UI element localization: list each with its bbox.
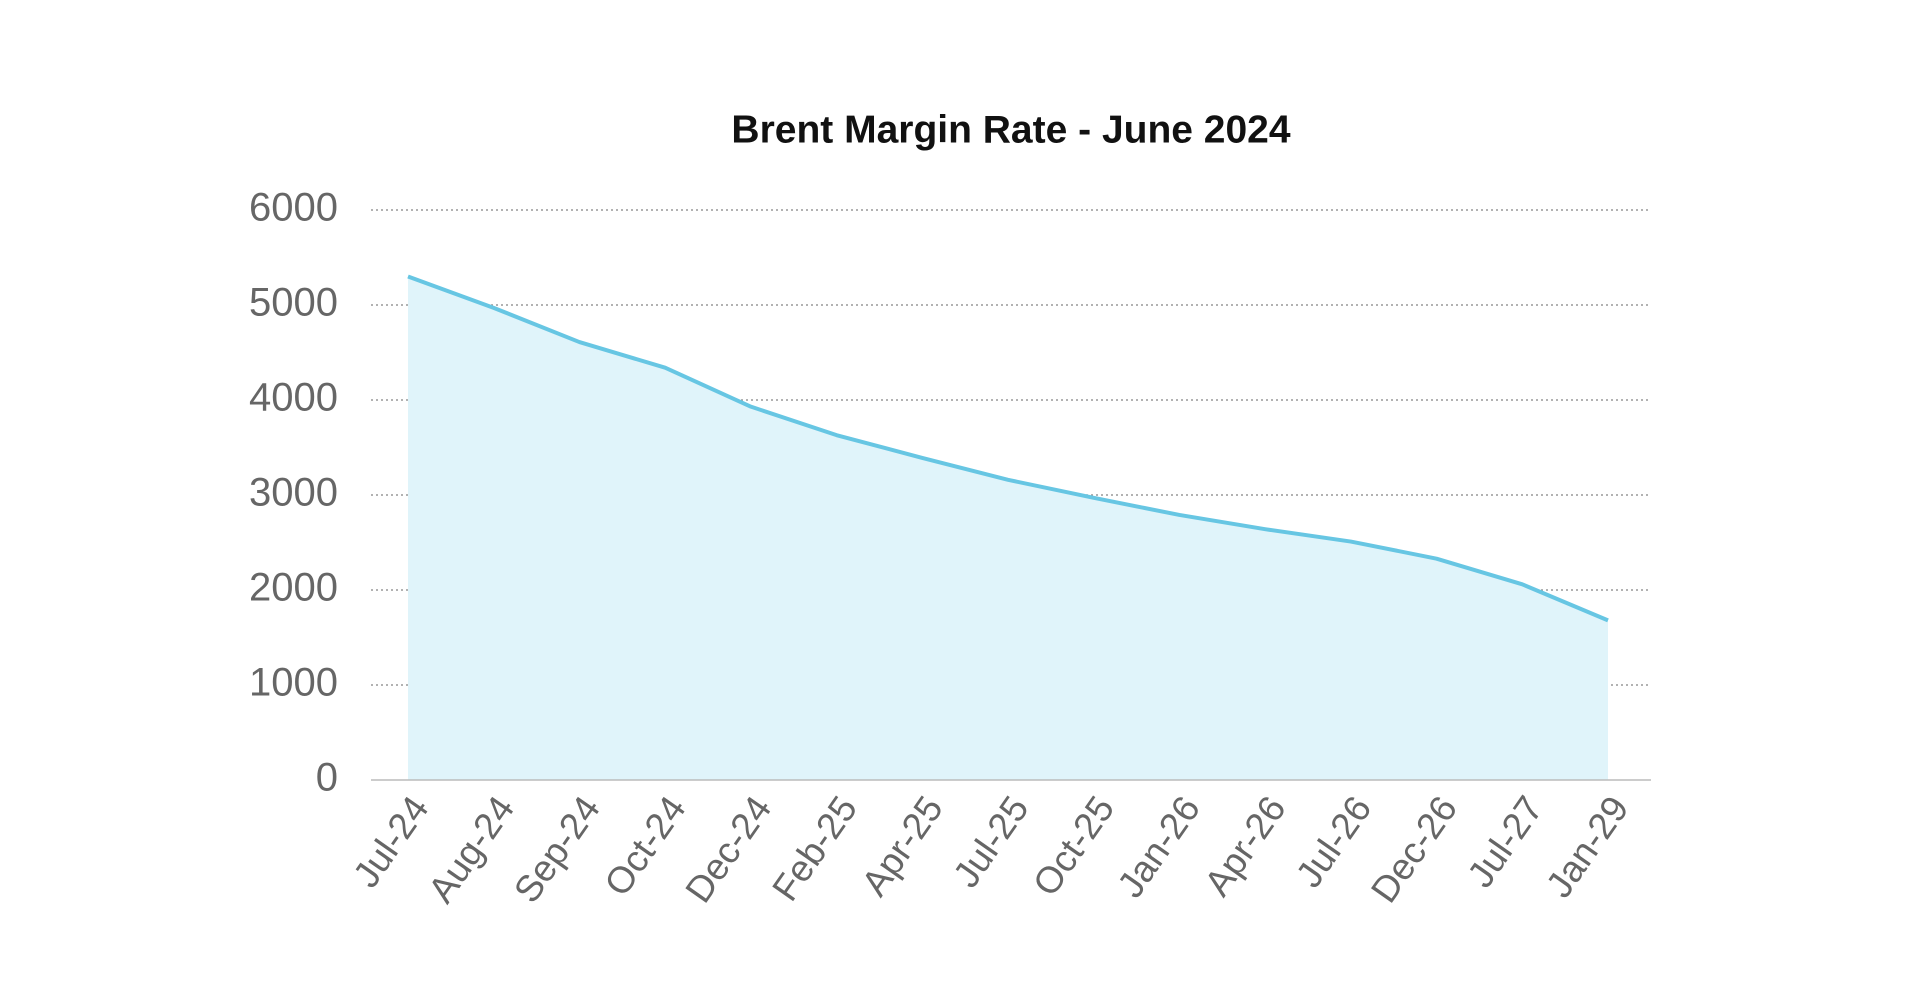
chart-title: Brent Margin Rate - June 2024 xyxy=(731,108,1290,151)
x-tick-label: Apr-25 xyxy=(854,789,951,903)
x-tick-label: Sep-24 xyxy=(506,789,608,910)
y-tick-label: 5000 xyxy=(249,281,338,325)
y-tick-label: 6000 xyxy=(249,186,338,230)
y-tick-label: 2000 xyxy=(249,566,338,610)
x-tick-label: Jul-27 xyxy=(1459,789,1550,895)
x-tick-label: Jul-26 xyxy=(1288,789,1379,895)
x-tick-label: Dec-24 xyxy=(677,789,779,910)
x-tick-label: Apr-26 xyxy=(1196,789,1293,903)
x-tick-label: Oct-25 xyxy=(1025,789,1122,903)
x-tick-label: Jan-29 xyxy=(1538,789,1636,905)
x-tick-label: Jul-25 xyxy=(945,789,1036,895)
x-tick-label: Feb-25 xyxy=(764,789,865,909)
y-tick-label: 1000 xyxy=(249,661,338,705)
y-tick-label: 0 xyxy=(316,756,338,800)
area-fill xyxy=(408,276,1608,780)
x-tick-label: Jan-26 xyxy=(1110,789,1208,905)
area-line xyxy=(407,274,1609,623)
x-tick-label: Dec-26 xyxy=(1363,789,1465,910)
y-tick-label: 3000 xyxy=(249,471,338,515)
x-tick-label: Jul-24 xyxy=(345,789,436,895)
x-tick-label: Aug-24 xyxy=(420,789,522,910)
y-tick-label: 4000 xyxy=(249,376,338,420)
